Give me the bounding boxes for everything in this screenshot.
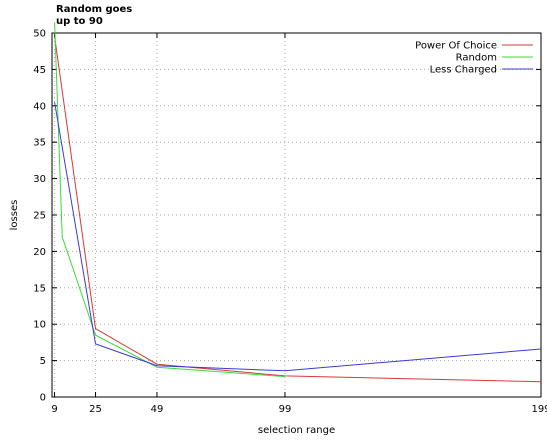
legend-label-0: Power Of Choice [415, 41, 497, 52]
x-tick-label: 99 [279, 404, 292, 415]
annotation-line-2: up to 90 [56, 16, 103, 27]
x-tick-label: 49 [151, 404, 164, 415]
x-axis-label: selection range [258, 425, 335, 436]
annotation-line-1: Random goes [56, 4, 132, 15]
y-tick-label: 10 [33, 320, 46, 331]
y-tick-label: 25 [33, 211, 46, 222]
y-axis-label: losses [9, 200, 20, 231]
y-tick-label: 40 [33, 101, 46, 112]
x-tick-label: 25 [89, 404, 102, 415]
y-tick-label: 35 [33, 138, 46, 149]
x-tick-label: 9 [51, 404, 57, 415]
y-tick-label: 30 [33, 174, 46, 185]
y-tick-label: 0 [40, 393, 46, 404]
series-lines [54, 22, 542, 383]
y-tick-label: 5 [40, 356, 46, 367]
y-tick-label: 15 [33, 283, 46, 294]
series-line-1 [54, 22, 286, 378]
grid-lines [52, 33, 541, 397]
y-tick-label: 20 [33, 247, 46, 258]
series-line-0 [54, 36, 542, 383]
legend-label-1: Random [456, 53, 497, 64]
legend-label-2: Less Charged [430, 65, 497, 76]
series-line-2 [54, 102, 542, 372]
y-tick-label: 45 [33, 65, 46, 76]
x-tick-label: 199 [531, 404, 547, 415]
y-tick-label: 50 [33, 29, 46, 40]
axis-ticks: 0 5 10 15 20 25 30 35 40 45 50 9 25 49 99 199 [33, 29, 547, 416]
